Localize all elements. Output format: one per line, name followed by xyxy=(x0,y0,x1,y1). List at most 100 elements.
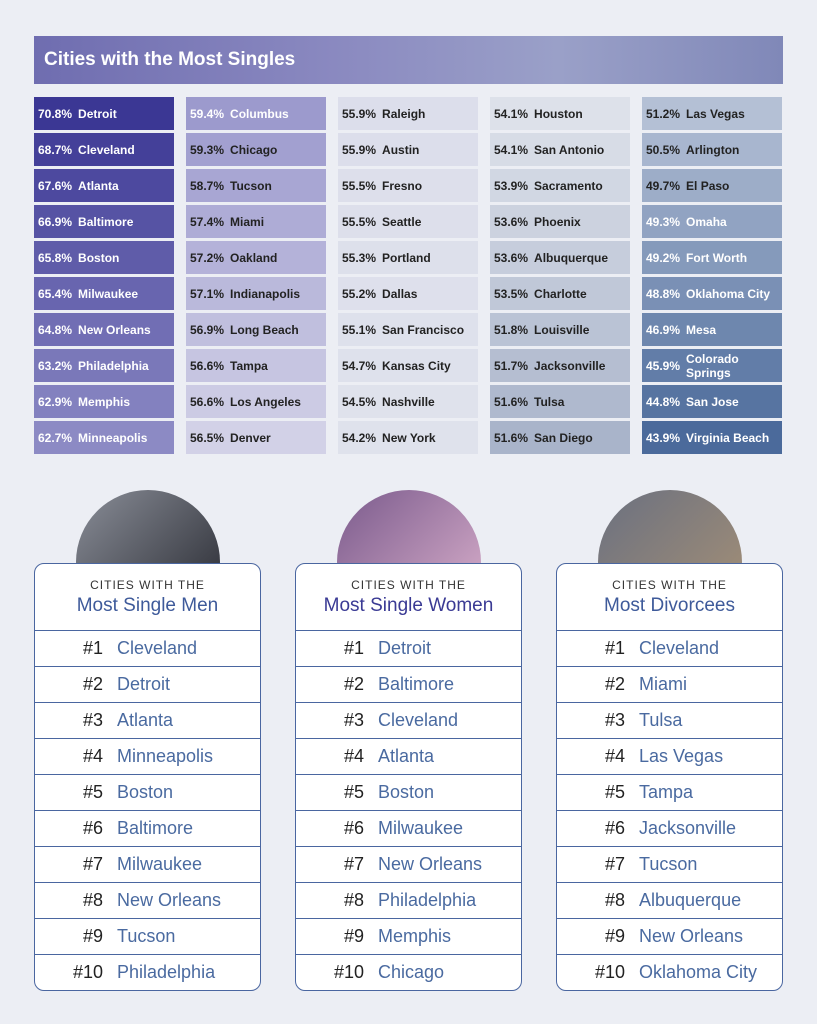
city: Seattle xyxy=(382,214,422,229)
rank: #8 xyxy=(604,890,625,910)
city-cell: 43.9% Virginia Beach xyxy=(642,421,782,454)
city-cell: 62.9% Memphis xyxy=(34,385,174,418)
percent: 58.7% xyxy=(190,178,225,193)
rank-row: #7 New Orleans xyxy=(296,846,521,882)
city: Charlotte xyxy=(534,286,587,301)
percent: 67.6% xyxy=(38,178,73,193)
rank-row: #1 Cleveland xyxy=(35,630,260,666)
city: Minneapolis xyxy=(117,746,214,766)
rank: #2 xyxy=(343,674,364,694)
city-cell: 51.7% Jacksonville xyxy=(490,349,630,382)
rank: #8 xyxy=(343,890,364,910)
percent: 55.1% xyxy=(342,322,377,337)
city-cell: 54.1% San Antonio xyxy=(490,133,630,166)
city: New Orleans xyxy=(378,854,483,874)
city: Louisville xyxy=(534,322,590,337)
city: Memphis xyxy=(378,926,452,946)
city: Fresno xyxy=(382,178,423,193)
percent: 54.1% xyxy=(494,106,529,121)
city: Albuquerque xyxy=(639,890,742,910)
city: Arlington xyxy=(686,142,740,157)
card-subtitle: CITIES WITH THE xyxy=(612,578,727,592)
city: Jacksonville xyxy=(534,358,606,373)
city-cell: 63.2% Philadelphia xyxy=(34,349,174,382)
city: Dallas xyxy=(382,286,418,301)
city-cell: 51.2% Las Vegas xyxy=(642,97,782,130)
percent: 55.5% xyxy=(342,178,377,193)
city: Atlanta xyxy=(78,178,119,193)
percent: 55.3% xyxy=(342,250,377,265)
rank: #1 xyxy=(343,638,364,658)
rank-list: #1 Cleveland #2 Miami #3 Tulsa #4 Las Vegas #5 Ta… xyxy=(557,630,782,990)
city: Denver xyxy=(230,430,271,445)
city: San Diego xyxy=(534,430,593,445)
rank-row: #4 Atlanta xyxy=(296,738,521,774)
rank: #9 xyxy=(604,926,625,946)
percent: 54.7% xyxy=(342,358,377,373)
percent: 62.9% xyxy=(38,394,73,409)
city: Indianapolis xyxy=(230,286,301,301)
city-cell: 53.9% Sacramento xyxy=(490,169,630,202)
city: Atlanta xyxy=(378,746,435,766)
rank: #10 xyxy=(333,962,364,982)
city-cell: 65.4% Milwaukee xyxy=(34,277,174,310)
percent: 48.8% xyxy=(646,286,681,301)
city: Tulsa xyxy=(534,394,565,409)
rank: #4 xyxy=(343,746,364,766)
rank-row: #10 Oklahoma City xyxy=(557,954,782,990)
rank-row: #9 New Orleans xyxy=(557,918,782,954)
percent: 65.4% xyxy=(38,286,73,301)
city: Virginia Beach xyxy=(686,430,770,445)
rank-row: #3 Tulsa xyxy=(557,702,782,738)
rank: #1 xyxy=(604,638,625,658)
city-cell: 55.9% Raleigh xyxy=(338,97,478,130)
percent: 66.9% xyxy=(38,214,73,229)
rank-row: #6 Baltimore xyxy=(35,810,260,846)
photo-image xyxy=(336,490,481,563)
percent: 55.2% xyxy=(342,286,377,301)
city: Cleveland xyxy=(639,638,720,658)
rank-row: #4 Las Vegas xyxy=(557,738,782,774)
card-title: Most Single Women xyxy=(323,595,494,616)
percent: 55.9% xyxy=(342,106,377,121)
city: Los Angeles xyxy=(230,394,301,409)
photo-image xyxy=(597,490,742,563)
rank-row: #6 Milwaukee xyxy=(296,810,521,846)
percent: 65.8% xyxy=(38,250,73,265)
city-cell: 51.8% Louisville xyxy=(490,313,630,346)
percent: 56.6% xyxy=(190,358,225,373)
banner: Cities with the Most Singles xyxy=(34,36,783,84)
city: Omaha xyxy=(686,214,727,229)
city-cell: 55.1% San Francisco xyxy=(338,313,478,346)
city-cell: 67.6% Atlanta xyxy=(34,169,174,202)
rank-row: #1 Detroit xyxy=(296,630,521,666)
percent: 64.8% xyxy=(38,322,73,337)
city-cell: 48.8% Oklahoma City xyxy=(642,277,782,310)
city-cell: 65.8% Boston xyxy=(34,241,174,274)
percent: 53.9% xyxy=(494,178,529,193)
city: Boston xyxy=(117,782,174,802)
rank-row: #9 Tucson xyxy=(35,918,260,954)
city: Tulsa xyxy=(639,710,683,730)
rank-row: #8 Albuquerque xyxy=(557,882,782,918)
city: San Jose xyxy=(686,394,739,409)
city-cell: 55.2% Dallas xyxy=(338,277,478,310)
rank: #4 xyxy=(82,746,103,766)
city: Austin xyxy=(382,142,420,157)
city-cell: 51.6% San Diego xyxy=(490,421,630,454)
percent: 51.6% xyxy=(494,394,529,409)
city: Milwaukee xyxy=(78,286,139,301)
city: Oklahoma City xyxy=(639,962,758,982)
city-cell: 54.1% Houston xyxy=(490,97,630,130)
city: Colorado Springs xyxy=(686,351,739,380)
percent: 59.4% xyxy=(190,106,225,121)
percent: 53.5% xyxy=(494,286,529,301)
city: Sacramento xyxy=(534,178,603,193)
city-cell: 56.9% Long Beach xyxy=(186,313,326,346)
percent: 70.8% xyxy=(38,106,73,121)
percent: 55.5% xyxy=(342,214,377,229)
rank-row: #2 Baltimore xyxy=(296,666,521,702)
rank: #10 xyxy=(72,962,103,982)
city: Columbus xyxy=(230,106,289,121)
city: New York xyxy=(382,430,436,445)
